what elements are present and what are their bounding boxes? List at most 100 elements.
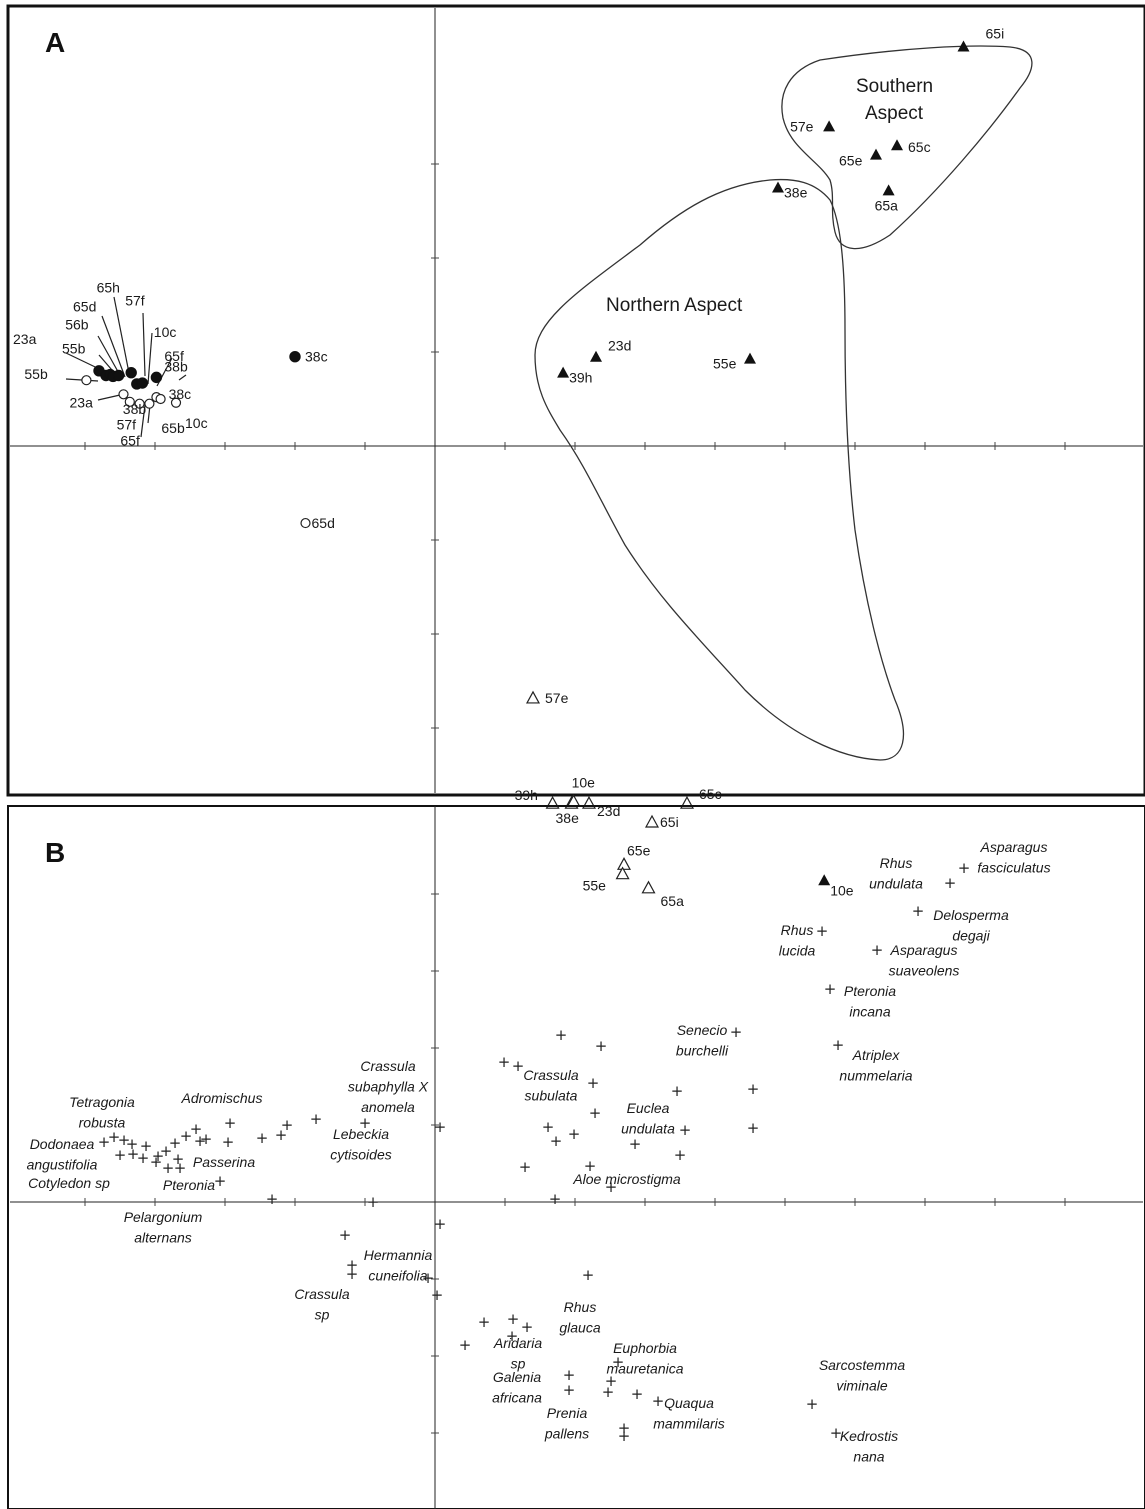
data-point-cross: + <box>958 859 971 877</box>
data-point-cross: + <box>137 1149 150 1167</box>
species-label: Dodonaea angustifolia <box>27 1136 98 1173</box>
data-point <box>818 874 831 886</box>
species-label-line: Dodonaea <box>30 1136 95 1152</box>
species-label-line: subulata <box>525 1088 578 1104</box>
point-label: 10e <box>572 774 596 790</box>
species-label-line: Pteronia <box>844 983 896 999</box>
species-label-line: Sarcostemma <box>819 1357 906 1373</box>
panel-a-points <box>81 40 970 894</box>
point-label: 55b <box>62 341 86 357</box>
data-point <box>882 184 895 196</box>
data-point-cross: + <box>359 1114 372 1132</box>
data-point <box>641 880 656 894</box>
data-point-cross: + <box>422 1269 435 1287</box>
data-point <box>134 398 145 409</box>
northern-aspect-hull <box>534 178 905 761</box>
data-point <box>289 351 301 363</box>
species-label: Asparagus suaveolens <box>889 942 960 979</box>
data-point-cross: + <box>629 1135 642 1153</box>
data-point <box>125 366 137 379</box>
point-label: 38b <box>123 401 147 417</box>
data-point <box>870 148 882 160</box>
species-label: Senecio burchelli <box>676 1022 729 1059</box>
data-point-cross: + <box>806 1395 819 1413</box>
species-label-line: undulata <box>869 876 923 892</box>
point-label: 65e <box>627 842 651 858</box>
data-point-cross: + <box>595 1037 608 1055</box>
data-point-cross: + <box>618 1427 631 1445</box>
species-label-line: alternans <box>134 1230 192 1246</box>
data-point <box>744 352 756 364</box>
data-point-cross: + <box>162 1159 175 1177</box>
point-label: 65h <box>97 280 120 296</box>
species-label-line: Asparagus <box>890 942 958 958</box>
species-label-line: mauretanica <box>606 1361 683 1377</box>
data-point-cross: + <box>169 1134 182 1152</box>
point-label: 10c <box>185 415 208 431</box>
data-point-cross: + <box>549 1190 562 1208</box>
point-label: 55e <box>713 356 737 372</box>
leader-line <box>113 296 131 379</box>
data-point-cross: + <box>674 1146 687 1164</box>
species-label: Crassula sp <box>294 1286 349 1323</box>
data-point-cross: + <box>275 1126 288 1144</box>
species-label: Euclea undulata <box>621 1100 675 1137</box>
data-point <box>136 377 149 389</box>
species-label-line: lucida <box>779 943 816 959</box>
species-label-line: Delosperma <box>933 907 1009 923</box>
data-point <box>118 389 129 400</box>
species-label-line: Asparagus <box>980 839 1048 855</box>
data-point-cross: + <box>108 1128 121 1146</box>
point-label: 55e <box>583 878 607 894</box>
data-point-cross: + <box>214 1172 227 1190</box>
data-point-cross: + <box>542 1118 555 1136</box>
point-label: 10e <box>830 882 854 898</box>
species-label-line: Pteronia <box>163 1177 215 1193</box>
species-label-line: Aridaria <box>493 1335 542 1351</box>
data-point-cross: + <box>612 1353 625 1371</box>
species-label-line: Euclea <box>627 1100 670 1116</box>
species-label-line: pallens <box>544 1426 589 1442</box>
species-label-line: Crassula <box>294 1286 349 1302</box>
data-point-cross: + <box>830 1424 843 1442</box>
point-label: 65e <box>839 153 863 169</box>
species-label-line: cytisoides <box>330 1147 391 1163</box>
point-label: 10c <box>154 324 177 340</box>
point-label: 38c <box>305 349 328 365</box>
species-label: Lebeckia cytisoides <box>330 1126 391 1163</box>
southern-aspect-label-line2: Aspect <box>865 103 924 124</box>
species-label: Prenia pallens <box>544 1405 589 1442</box>
point-label: 55b <box>24 366 48 382</box>
species-label-line: fasciculatus <box>977 860 1050 876</box>
species-label-line: angustifolia <box>27 1157 98 1173</box>
species-label: Kedrostis nana <box>840 1428 898 1465</box>
data-point-cross: + <box>618 1419 631 1437</box>
data-point-cross: + <box>152 1147 165 1165</box>
data-point-cross: + <box>587 1074 600 1092</box>
species-label: Crassula subaphylla X anomela <box>348 1058 429 1115</box>
leader-line <box>101 315 126 378</box>
data-point <box>150 371 163 384</box>
data-point-cross: + <box>602 1383 615 1401</box>
panel-a-frame <box>6 4 1145 797</box>
data-point-cross: + <box>114 1146 127 1164</box>
data-point <box>81 375 92 386</box>
data-point <box>615 866 630 880</box>
data-point-cross: + <box>652 1392 665 1410</box>
panel-b-frame <box>7 805 1145 1509</box>
point-label: 65b <box>161 420 185 436</box>
data-point-cross: + <box>160 1142 173 1160</box>
species-label: Atriplex nummelaria <box>839 1047 912 1084</box>
data-point <box>590 350 602 362</box>
data-point-cross: + <box>431 1286 444 1304</box>
species-label: Rhus undulata <box>869 855 923 892</box>
species-label-line: Passerina <box>193 1154 255 1170</box>
species-label-line: Rhus <box>564 1299 597 1315</box>
data-point-cross: + <box>224 1114 237 1132</box>
species-label-line: nana <box>853 1449 884 1465</box>
data-point <box>112 369 125 382</box>
species-label: Pteronia <box>163 1177 215 1193</box>
data-point-cross: + <box>150 1153 163 1171</box>
